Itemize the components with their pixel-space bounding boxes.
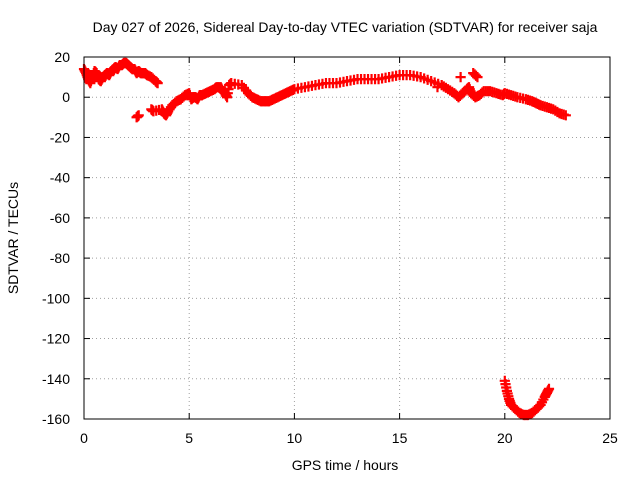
y-tick-label: -20 [50,129,70,145]
grid [84,57,610,419]
y-tick-label: -40 [50,170,70,186]
y-tick-label: -100 [42,290,70,306]
y-tick-label: -120 [42,331,70,347]
y-axis-label: SDTVAR / TECUs [5,182,21,294]
y-tick-label: 20 [54,49,70,65]
data-point [432,82,443,93]
y-tick-label: -80 [50,250,70,266]
x-axis-label: GPS time / hours [292,457,399,473]
data-point-fill [469,69,480,80]
data-point [560,110,571,121]
y-tick-label: -140 [42,371,70,387]
x-tick-label: 25 [602,430,618,446]
plot-frame [83,56,611,420]
data-point [543,383,555,394]
x-tick-label: 0 [80,430,88,446]
tick-labels: 0 5 10 15 20 25 20 0 -20 -40 -60 -80 -100 -120 -140 -16… [42,49,618,446]
data-point [133,110,144,121]
x-tick-label: 5 [185,430,193,446]
y-tick-label: -160 [42,411,70,427]
data-point [152,78,163,89]
data-point [455,72,466,83]
data-point [468,67,479,79]
y-tick-label: -60 [50,210,70,226]
data-series [78,57,571,421]
x-tick-label: 15 [392,430,408,446]
x-tick-label: 10 [287,430,303,446]
chart-title: Day 027 of 2026, Sidereal Day-to-day VTE… [93,19,598,35]
x-tick-label: 20 [497,430,513,446]
y-tick-label: 0 [62,89,70,105]
